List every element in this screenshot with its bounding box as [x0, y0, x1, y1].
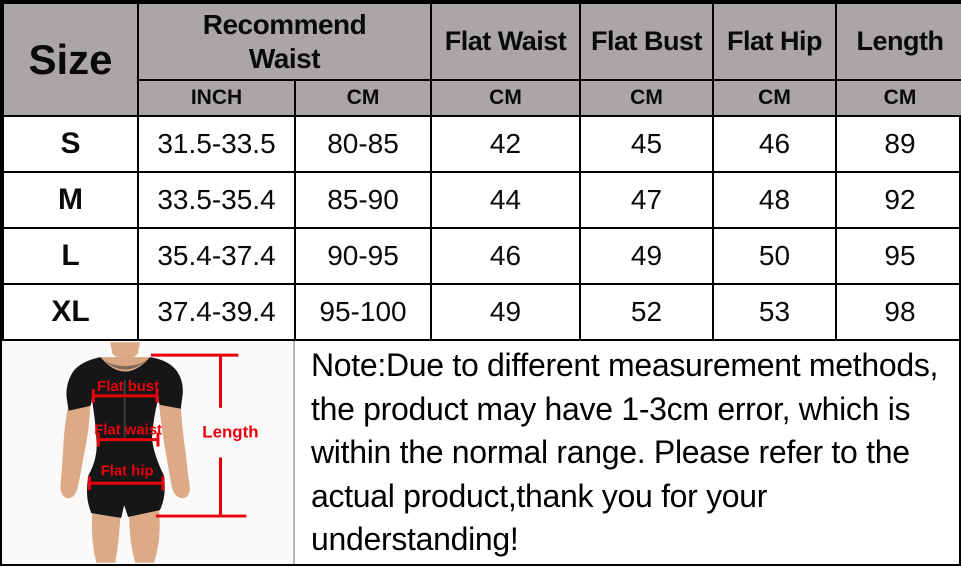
- waist-cm-value: 85-90: [294, 171, 432, 229]
- unit-cm: CM: [712, 79, 837, 117]
- col-header-size: Size: [2, 2, 139, 117]
- unit-cm: CM: [835, 79, 961, 117]
- size-label: L: [2, 227, 139, 285]
- col-header-flat-bust: Flat Bust: [579, 2, 714, 81]
- flat-hip-value: 50: [712, 227, 837, 285]
- waist-inch-value: 31.5-33.5: [137, 115, 296, 173]
- length-value: 98: [835, 283, 961, 341]
- size-row-m: M 33.5-35.4 85-90 44 47 48 92: [2, 171, 961, 229]
- length-measure-line: [150, 353, 247, 518]
- flat-bust-value: 49: [579, 227, 714, 285]
- header-row-main: Size Recommend Waist Flat Waist Flat Bus…: [2, 2, 961, 117]
- flat-waist-value: 42: [430, 115, 581, 173]
- flat-hip-value: 53: [712, 283, 837, 341]
- flat-bust-label: Flat bust: [97, 379, 159, 395]
- measurement-labels: Flat bust Flat waist Flat hip Length: [94, 379, 258, 479]
- header-row-units: INCH CM CM CM CM CM: [3, 79, 961, 117]
- col-header-length: Length: [835, 2, 961, 81]
- flat-hip-label: Flat hip: [101, 463, 154, 479]
- model-skin: [60, 342, 190, 563]
- unit-cm: CM: [430, 79, 581, 117]
- size-label: M: [2, 171, 139, 229]
- bodysuit-shape: [66, 357, 183, 519]
- unit-inch: INCH: [137, 79, 296, 117]
- unit-cm: CM: [294, 79, 432, 117]
- length-label: Length: [202, 423, 258, 442]
- length-value: 92: [835, 171, 961, 229]
- unit-cm: CM: [579, 79, 714, 117]
- flat-hip-value: 48: [712, 171, 837, 229]
- col-header-recommend-waist: Recommend Waist: [137, 2, 432, 81]
- flat-bust-value: 52: [579, 283, 714, 341]
- hip-measure-line: [87, 476, 165, 491]
- waist-inch-value: 35.4-37.4: [137, 227, 296, 285]
- size-row-s: S 31.5-33.5 80-85 42 45 46 89: [2, 115, 961, 173]
- size-row-l: L 35.4-37.4 90-95 46 49 50 95: [2, 227, 961, 285]
- flat-hip-value: 46: [712, 115, 837, 173]
- length-value: 89: [835, 115, 961, 173]
- bust-measure-line: [91, 388, 159, 403]
- waist-inch-value: 37.4-39.4: [137, 283, 296, 341]
- size-row-xl: XL 37.4-39.4 95-100 49 52 53 98: [2, 283, 961, 341]
- waist-cm-value: 80-85: [294, 115, 432, 173]
- product-measurement-figure: Flat bust Flat waist Flat hip Length: [60, 342, 259, 563]
- flat-waist-value: 49: [430, 283, 581, 341]
- waist-inch-value: 33.5-35.4: [137, 171, 296, 229]
- waist-cm-value: 95-100: [294, 283, 432, 341]
- col-header-flat-hip: Flat Hip: [712, 2, 837, 81]
- flat-bust-value: 47: [579, 171, 714, 229]
- recommend-waist-label: Recommend Waist: [202, 8, 367, 74]
- length-value: 95: [835, 227, 961, 285]
- flat-waist-value: 46: [430, 227, 581, 285]
- note-text: Note:Due to different measurement method…: [295, 341, 959, 564]
- bottom-section: Flat bust Flat waist Flat hip Length Not…: [2, 341, 959, 564]
- size-chart-table: Size Recommend Waist Flat Waist Flat Bus…: [2, 2, 961, 341]
- size-label: S: [2, 115, 139, 173]
- flat-bust-value: 45: [579, 115, 714, 173]
- measurement-lines: [87, 353, 247, 518]
- col-header-flat-waist: Flat Waist: [430, 2, 581, 81]
- waist-measure-line: [96, 432, 160, 447]
- waist-cm-value: 90-95: [294, 227, 432, 285]
- flat-waist-label: Flat waist: [94, 423, 162, 439]
- figure-cell: Flat bust Flat waist Flat hip Length: [2, 341, 295, 564]
- size-label: XL: [2, 283, 139, 341]
- flat-waist-value: 44: [430, 171, 581, 229]
